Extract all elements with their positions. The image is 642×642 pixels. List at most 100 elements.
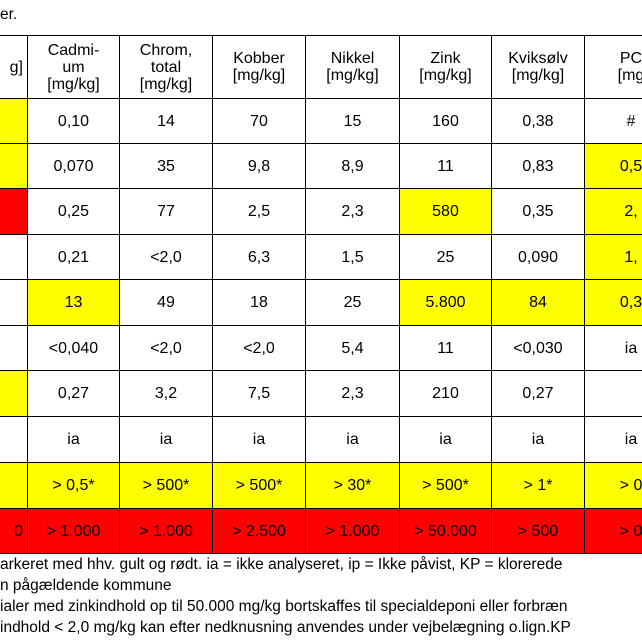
table-cell: 0,35 — [491, 188, 585, 235]
header-line: Chrom, — [139, 41, 193, 59]
table-cell: 0,090 — [491, 234, 585, 280]
table-cell: 5.800 — [399, 279, 492, 326]
header-cell: Kviksølv [mg/kg] — [491, 35, 585, 99]
table-cell: <2,0 — [119, 234, 213, 280]
intro-fragment: er. — [0, 6, 18, 23]
table-cell: > 500* — [119, 462, 213, 509]
header-cell: Cadmi-um [mg/kg] — [27, 35, 120, 99]
table-cell: 0,10 — [27, 98, 120, 144]
table-cell: 14 — [119, 98, 213, 144]
table-cell: ia — [212, 416, 306, 463]
table-cell: 2, — [584, 188, 642, 235]
footnote: n pågældende kommune — [0, 577, 172, 594]
footnote: arkeret med hhv. gult og rødt. ia = ikke… — [0, 556, 563, 573]
table-cell: > 1.000 — [305, 508, 400, 554]
header-line: g] — [9, 58, 23, 76]
header-line: Nikkel — [330, 50, 375, 67]
header-cell: Zink [mg/kg] — [399, 35, 492, 99]
table-cell — [0, 234, 28, 280]
header-line: [mg/kg] — [139, 75, 193, 93]
table-cell: ia — [491, 416, 585, 463]
table-cell: 0,3 — [584, 279, 642, 326]
table-cell: > 30* — [305, 462, 400, 509]
table-cell: 0,070 — [27, 143, 120, 189]
table-cell: 0,21 — [27, 234, 120, 280]
table-cell: > 500* — [212, 462, 306, 509]
table-cell: > 1.000 — [27, 508, 120, 554]
table-cell: ia — [399, 416, 492, 463]
header-cell: Nikkel [mg/kg] — [305, 35, 400, 99]
table-cell: 0,83 — [491, 143, 585, 189]
header-cell: Chrom, total [mg/kg] — [119, 35, 213, 99]
header-line: [mg/kg] — [47, 75, 100, 93]
table-cell: > 500 — [491, 508, 585, 554]
table-cell: # — [584, 98, 642, 144]
table-cell — [0, 188, 28, 235]
table-cell: > 500* — [399, 462, 492, 509]
table-cell: 0,27 — [27, 370, 120, 417]
table-cell: > 50.000 — [399, 508, 492, 554]
table-cell: 0,38 — [491, 98, 585, 144]
header-cell: Kobber [mg/kg] — [212, 35, 306, 99]
header-line: [mg/kg] — [511, 67, 565, 84]
table-cell: 11 — [399, 143, 492, 189]
table-cell: 210 — [399, 370, 492, 417]
table-cell: 70 — [212, 98, 306, 144]
table-cell: <0,030 — [491, 325, 585, 371]
header-line: um — [62, 58, 85, 76]
table-cell: 9,8 — [212, 143, 306, 189]
table-cell: <2,0 — [212, 325, 306, 371]
table-cell: 5,4 — [305, 325, 400, 371]
table-cell — [0, 279, 28, 326]
table-cell — [0, 416, 28, 463]
table-cell: 1, — [584, 234, 642, 280]
table-cell: 0 — [0, 508, 28, 554]
header-line: [mg/kg] — [232, 67, 286, 84]
table-cell: ia — [27, 416, 120, 463]
header-line: Kviksølv — [508, 50, 568, 67]
header-line: total — [150, 58, 182, 76]
table-cell: <0,040 — [27, 325, 120, 371]
table-cell: 18 — [212, 279, 306, 326]
footnote: ialer med zinkindhold op til 50.000 mg/k… — [0, 598, 568, 615]
table-cell: 15 — [305, 98, 400, 144]
table-cell: 25 — [399, 234, 492, 280]
table-cell — [0, 370, 28, 417]
table-cell: > 2.500 — [212, 508, 306, 554]
table-cell: > 1.000 — [119, 508, 213, 554]
table-cell: ia — [305, 416, 400, 463]
footnote: indhold < 2,0 mg/kg kan efter nedknusnin… — [0, 619, 571, 636]
table-cell: ia — [119, 416, 213, 463]
table-cell: 0,27 — [491, 370, 585, 417]
header-line: Cadmi- — [47, 41, 100, 59]
table-cell — [0, 98, 28, 144]
table-cell: 11 — [399, 325, 492, 371]
table-cell: 7,5 — [212, 370, 306, 417]
table-cell: ia — [584, 416, 642, 463]
table-cell: 6,3 — [212, 234, 306, 280]
table-cell: 2,3 — [305, 370, 400, 417]
header-line: Zink — [430, 50, 461, 67]
table-cell: 1,5 — [305, 234, 400, 280]
table-cell — [0, 143, 28, 189]
header-line: PC — [619, 50, 642, 67]
table-cell: <2,0 — [119, 325, 213, 371]
table-cell: 8,9 — [305, 143, 400, 189]
table-cell: 25 — [305, 279, 400, 326]
table-cell: 35 — [119, 143, 213, 189]
table-cell: 49 — [119, 279, 213, 326]
table-cell: 160 — [399, 98, 492, 144]
header-line: [mg/kg] — [419, 67, 472, 84]
table-cell: 0,25 — [27, 188, 120, 235]
header-cell: g] — [0, 35, 28, 99]
table-cell: 13 — [27, 279, 120, 326]
table-cell: > 0,5* — [27, 462, 120, 509]
table-cell — [0, 462, 28, 509]
table-cell: ia — [584, 325, 642, 371]
header-cell: PC [mg — [584, 35, 642, 99]
header-line: [mg — [617, 67, 642, 84]
table-cell: > 0 — [584, 462, 642, 509]
table-cell — [584, 370, 642, 417]
table-cell — [0, 325, 28, 371]
